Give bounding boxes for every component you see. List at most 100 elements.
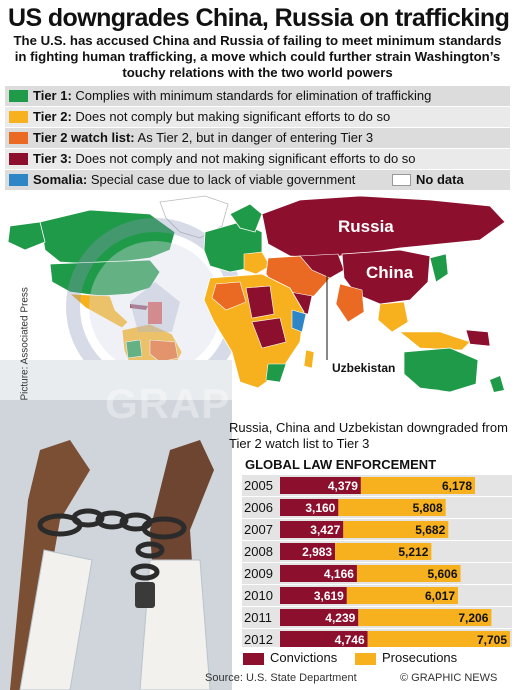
year-label: 2011 [244,610,272,625]
chain [37,508,187,581]
convictions-bar [280,521,344,538]
convictions-value-label: 4,746 [335,633,365,647]
convictions-value-label: 3,160 [305,501,335,515]
prosecutions-value-label: 5,808 [413,501,443,515]
tier1-swatch [9,90,28,102]
prosecutions-value-label: 5,212 [398,545,428,559]
legend-row-tier3: Tier 3: Does not comply and not making s… [5,149,510,169]
convictions-legend-label: Convictions [270,650,338,665]
madagascar-region [303,349,315,369]
legend-name: Tier 2: [33,109,72,124]
photo-credit: Picture: Associated Press [19,287,31,401]
indonesia-region [399,331,471,351]
standfirst: The U.S. has accused China and Russia of… [13,33,502,80]
padlock [135,582,155,608]
left-sleeve [19,549,93,690]
chart-title: GLOBAL LAW ENFORCEMENT [245,457,437,472]
no-data-label: No data [416,172,464,187]
mexico-region [68,293,129,329]
china-label: China [366,263,414,282]
year-label: 2005 [244,478,273,493]
law-enforcement-chart: 2005 4,379 6,178 2006 3,160 5,808 2007 3,427 5,6… [242,475,512,647]
legend-desc: Special case due to lack of viable gover… [90,172,356,187]
chained-fists-photo [0,360,232,690]
convictions-bar [280,565,357,582]
legend-desc: Does not comply but making significant e… [75,109,391,124]
legend-row-tier2: Tier 2: Does not comply but making signi… [5,107,510,127]
usa-region [49,259,161,297]
year-label: 2010 [244,588,273,603]
korea-japan-region [429,253,449,283]
copyright: © GRAPHIC NEWS [400,672,498,684]
somalia-region [291,309,307,333]
prosecutions-bar [360,477,476,494]
convictions-value-label: 4,166 [324,567,354,581]
balkans-region [243,251,271,275]
convictions-value-label: 2,983 [302,545,332,559]
convictions-bar [280,587,347,604]
legend-desc: Does not comply and not making significa… [75,151,416,166]
chart-legend: Convictions Prosecutions [243,650,503,670]
prosecutions-bar [346,587,459,604]
year-label: 2006 [244,500,273,515]
convictions-bar [280,631,368,647]
uzbekistan-region [299,253,345,279]
legend-name: Tier 2 watch list: [33,130,135,145]
legend-desc: Complies with minimum standards for elim… [75,88,432,103]
prosecutions-value-label: 6,178 [442,479,472,493]
china-region [341,249,431,305]
legend-row-tier1: Tier 1: Complies with minimum standards … [5,86,510,106]
prosecutions-bar [335,543,432,560]
watermark: GRAPHIC NEWS [105,380,449,427]
convictions-value-label: 4,239 [325,611,355,625]
tier2-watch-swatch [9,132,28,144]
prosecutions-value-label: 5,682 [415,523,445,537]
headline: US downgrades China, Russia on trafficki… [8,4,510,32]
no-data-swatch [392,174,411,186]
downgrade-note: Russia, China and Uzbekistan downgraded … [229,420,508,451]
convictions-bar [280,477,361,494]
prosecutions-bar [343,521,449,538]
uzbekistan-label: Uzbekistan [332,361,396,375]
year-label: 2012 [244,632,273,647]
legend-name: Tier 1: [33,88,72,103]
convictions-bar [280,609,359,626]
prosecutions-bar [358,609,492,626]
libya-region [245,285,275,319]
prosecutions-value-label: 5,606 [427,567,457,581]
prosecutions-bar [367,631,510,647]
source: Source: U.S. State Department [205,672,357,684]
new-zealand-region [490,376,504,392]
convictions-value-label: 3,427 [310,523,340,537]
somalia-swatch [9,174,28,186]
prosecutions-value-label: 6,017 [425,589,455,603]
prosecutions-value-label: 7,705 [477,633,507,647]
legend-name: Somalia: [33,172,88,187]
convictions-swatch [243,653,264,665]
south-africa-region [265,363,287,383]
prosecutions-bar [356,565,461,582]
year-label: 2009 [244,566,273,581]
tier-legend: Tier 1: Complies with minimum standards … [5,86,510,191]
convictions-bar [280,543,336,560]
tier3-swatch [9,153,28,165]
australia-region [403,347,479,392]
southeast-asia-region [377,301,409,333]
central-africa-region [251,317,287,349]
prosecutions-value-label: 7,206 [458,611,488,625]
prosecutions-swatch [355,653,376,665]
legend-row-somalia: Somalia: Special case due to lack of via… [5,170,510,190]
north-africa-region [211,281,247,311]
india-region [335,283,365,323]
year-label: 2007 [244,522,273,537]
legend-name: Tier 3: [33,151,72,166]
scandinavia-region [229,203,263,233]
convictions-value-label: 3,619 [314,589,344,603]
world-tier-map: Russia China [7,195,506,392]
legend-desc: As Tier 2, but in danger of entering Tie… [137,130,374,145]
tier2-swatch [9,111,28,123]
russia-label: Russia [338,217,394,236]
papua-new-guinea-region [465,329,491,347]
prosecutions-bar [338,499,446,516]
alaska-region [7,221,46,251]
